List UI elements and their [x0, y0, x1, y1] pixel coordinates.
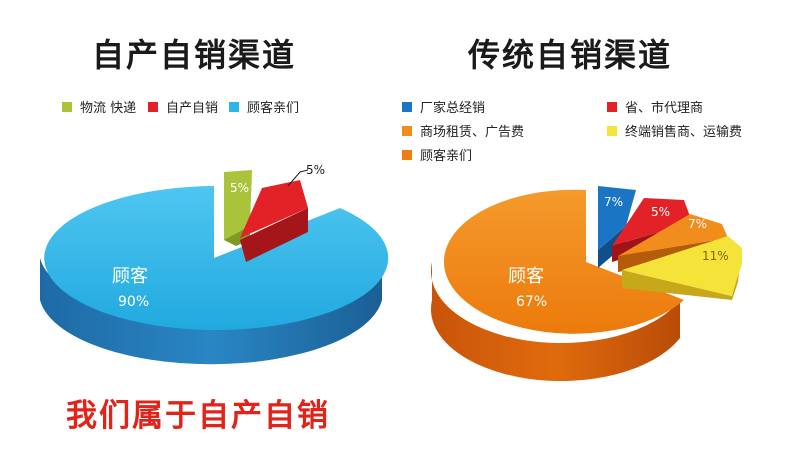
right-main-pct: 67% — [516, 294, 547, 310]
legend-label: 顾客亲们 — [420, 149, 473, 164]
left-slice-logistics — [224, 170, 252, 240]
legend-swatch — [607, 101, 617, 112]
left-pie: 5% 5% 顾客 90% — [40, 163, 389, 365]
legend-label: 商场租赁、广告费 — [420, 125, 525, 140]
legend-item-manufacturer: 厂家总经销 — [402, 97, 485, 116]
right-slice-manufacturer — [598, 186, 636, 250]
left-pct-logistics: 5% — [230, 181, 249, 195]
left-leader-line — [287, 169, 309, 187]
legend-label: 物流 快递 — [80, 101, 137, 116]
right-pct-manufacturer: 7% — [604, 195, 623, 209]
legend-label: 厂家总经销 — [420, 101, 486, 116]
legend-swatch — [229, 101, 239, 112]
right-pct-mall: 7% — [688, 217, 707, 231]
left-slice-customers — [44, 186, 389, 330]
legend-swatch — [607, 125, 617, 136]
legend-swatch — [62, 101, 72, 112]
legend-item-customers: 顾客亲们 — [402, 145, 472, 164]
legend-swatch — [148, 101, 158, 112]
legend-label: 省、市代理商 — [625, 101, 704, 116]
right-slice-retailers-side — [622, 248, 742, 300]
right-slice-mall — [618, 214, 728, 256]
right-main-label: 顾客 — [508, 266, 544, 287]
legend-swatch — [402, 101, 412, 112]
legend-label: 终端销售商、运输费 — [625, 125, 743, 140]
right-pct-agents: 5% — [651, 205, 670, 219]
left-main-pct: 90% — [118, 294, 149, 310]
legend-item-logistics: 物流 快递 — [62, 97, 136, 116]
left-pct-selfsale: 5% — [306, 163, 325, 177]
legend-item-self-sale: 自产自销 — [148, 97, 218, 116]
right-slice-retailers — [622, 236, 742, 296]
tagline: 我们属于自产自销 — [66, 398, 330, 434]
legend-swatch — [402, 149, 412, 160]
left-slice-selfsale — [240, 180, 308, 238]
legend-swatch — [402, 125, 412, 136]
left-slice-selfsale-side — [240, 208, 308, 262]
legend-item-customers: 顾客亲们 — [229, 97, 299, 116]
right-chart-title: 传统自销渠道 — [468, 36, 673, 74]
left-slice-customers-side — [40, 258, 382, 365]
left-chart-title: 自产自销渠道 — [92, 36, 297, 74]
legend-item-retailers: 终端销售商、运输费 — [607, 121, 742, 140]
right-slice-agents — [612, 198, 692, 246]
legend-item-agents: 省、市代理商 — [607, 97, 703, 116]
right-pie: 7% 5% 7% 11% 顾客 67% — [430, 186, 742, 382]
right-slice-customers — [443, 189, 684, 334]
legend-label: 顾客亲们 — [247, 101, 300, 116]
left-main-label: 顾客 — [112, 266, 148, 287]
right-slice-customers-side — [430, 262, 680, 382]
right-pct-retailers: 11% — [702, 249, 729, 263]
legend-item-mall-rent: 商场租赁、广告费 — [402, 121, 524, 140]
legend-label: 自产自销 — [166, 101, 219, 116]
